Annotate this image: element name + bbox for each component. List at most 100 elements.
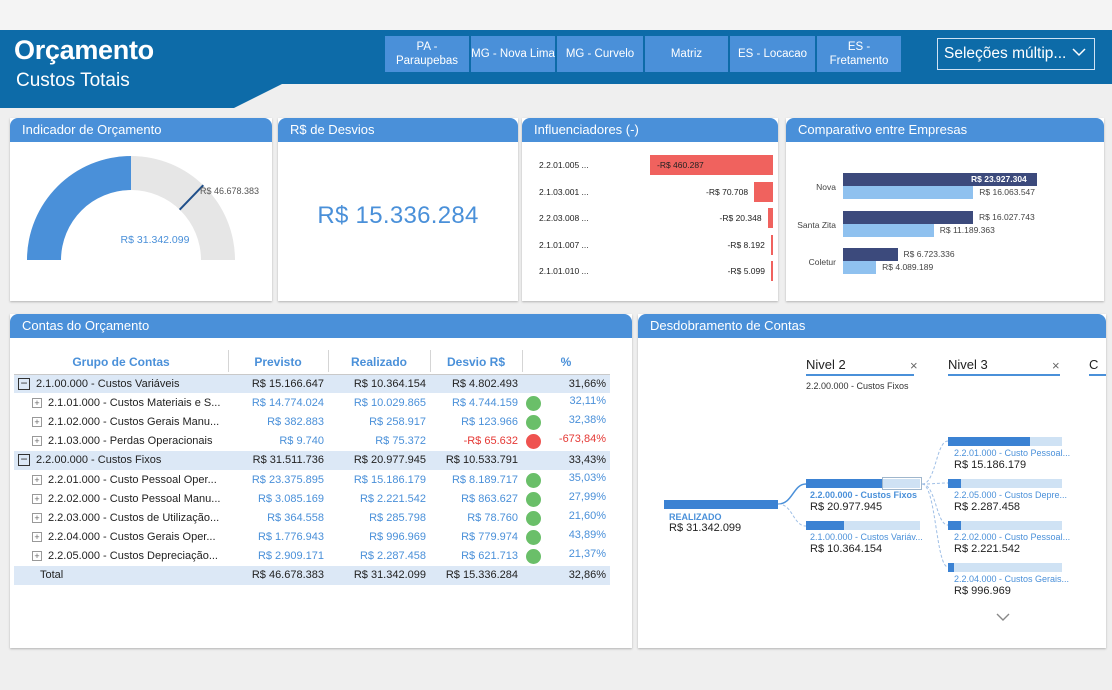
table-row[interactable]: +2.1.01.000 - Custos Materiais e S... R$ … — [14, 393, 610, 412]
desvios-card-title: R$ de Desvios — [278, 118, 518, 142]
label-realizado: R$ 11.189.363 — [939, 224, 995, 235]
table-row[interactable]: +2.2.02.000 - Custo Pessoal Manu... R$ 3.… — [14, 489, 610, 508]
expand-icon[interactable]: + — [32, 493, 42, 504]
level3-remove-icon[interactable]: × — [1052, 358, 1060, 373]
l3-node-value: R$ 15.186.179 — [954, 459, 1027, 471]
column-header-pct[interactable]: % — [522, 350, 610, 375]
cell-grupo: −2.2.00.000 - Custos Fixos — [14, 450, 228, 470]
l3-node-bar[interactable] — [948, 521, 961, 530]
l3-node-label: 2.2.05.000 - Custos Depre... — [954, 490, 1068, 500]
cell-previsto: R$ 382.883 — [267, 415, 324, 428]
cell-desvio: R$ 123.966 — [461, 415, 518, 428]
bar-previsto[interactable] — [843, 248, 898, 261]
level4-header-partial[interactable]: C — [1089, 357, 1099, 372]
filter-button-mg-curvelo[interactable]: MG - Curvelo — [557, 36, 643, 72]
l2-node-bar[interactable] — [806, 521, 844, 530]
expand-icon[interactable]: + — [32, 397, 42, 408]
column-header-previsto[interactable]: Previsto — [228, 350, 328, 375]
table-row[interactable]: +2.2.03.000 - Custos de Utilização... R$ … — [14, 508, 610, 527]
column-header-realizado[interactable]: Realizado — [328, 350, 430, 375]
bar-previsto[interactable] — [843, 210, 973, 224]
cell-grupo-text: 2.2.02.000 - Custo Pessoal Manu... — [48, 492, 221, 505]
cell-grupo: +2.2.04.000 - Custos Gerais Oper... — [14, 528, 228, 547]
filter-button-es-locacao[interactable]: ES - Locacao — [730, 36, 815, 72]
table-row[interactable]: Total R$ 46.678.383 R$ 31.342.099 R$ 15.336… — [14, 565, 610, 586]
cell-pct: 21,37% — [522, 547, 610, 566]
influencer-row[interactable]: 2.2.03.008 ... -R$ 20.348 — [522, 208, 778, 228]
collapse-icon[interactable]: − — [18, 377, 30, 390]
l3-node-value: R$ 996.969 — [954, 585, 1011, 597]
cell-grupo-text: 2.2.00.000 - Custos Fixos — [36, 454, 162, 467]
expand-icon[interactable]: + — [32, 474, 42, 485]
cell-grupo: +2.2.05.000 - Custos Depreciação... — [14, 547, 228, 566]
l2-node-value: R$ 10.364.154 — [810, 543, 883, 555]
cell-desvio: -R$ 65.632 — [463, 435, 518, 448]
expand-icon[interactable]: + — [32, 513, 42, 523]
cell-realizado: R$ 996.969 — [369, 531, 426, 544]
l3-node-bar[interactable] — [948, 437, 1031, 446]
cell-grupo-text: 2.1.01.000 - Custos Materiais e S... — [48, 396, 221, 409]
l3-node-bar[interactable] — [948, 563, 954, 572]
filter-button-es-fretamento[interactable]: ES - Fretamento — [817, 36, 901, 72]
cell-grupo: +2.2.02.000 - Custo Pessoal Manu... — [14, 489, 228, 508]
bar-realizado[interactable] — [843, 186, 974, 199]
cell-pct: 35,03% — [522, 470, 610, 489]
influencer-value: -R$ 5.099 — [727, 266, 765, 276]
filter-button-matriz[interactable]: Matriz — [645, 36, 728, 72]
l3-node-label: 2.2.04.000 - Custos Gerais... — [954, 574, 1070, 584]
l2-node-label: 2.1.00.000 - Custos Variáv... — [810, 532, 923, 542]
table-row[interactable]: +2.2.01.000 - Custo Pessoal Oper... R$ 23… — [14, 470, 610, 489]
column-header-grupo[interactable]: Grupo de Contas — [14, 350, 228, 375]
influencer-row[interactable]: 2.1.01.010 ... -R$ 5.099 — [522, 261, 778, 281]
l2-node-label: 2.2.00.000 - Custos Fixos — [810, 490, 918, 500]
influencer-row[interactable]: 2.1.01.007 ... -R$ 8.192 — [522, 234, 778, 255]
status-dot-green — [526, 510, 541, 526]
root-label: REALIZADO — [669, 512, 722, 522]
l2-node-value: R$ 20.977.945 — [810, 501, 883, 513]
bar-realizado[interactable] — [843, 261, 877, 274]
cell-pct: 31,66% — [522, 374, 610, 394]
multi-select-dropdown[interactable]: Seleções múltip... — [937, 38, 1095, 70]
decomposition-connectors — [777, 440, 949, 568]
collapse-icon[interactable]: − — [18, 453, 30, 467]
status-dot-green — [526, 530, 541, 546]
cell-pct: -673,84% — [522, 432, 610, 451]
table-row[interactable]: +2.2.05.000 - Custos Depreciação... R$ 2.… — [14, 547, 610, 566]
table-row[interactable]: +2.2.04.000 - Custos Gerais Oper... R$ 1.… — [14, 528, 610, 547]
influencer-bar — [754, 181, 773, 202]
influencer-value: -R$ 8.192 — [727, 239, 765, 250]
cell-pct-text: 32,11% — [569, 394, 607, 407]
column-header-desvio[interactable]: Desvio R$ — [430, 350, 522, 375]
filter-button-mg-nova-lima[interactable]: MG - Nova Lima — [471, 36, 555, 72]
influencer-row[interactable]: 2.1.03.001 ... -R$ 70.708 — [522, 181, 778, 202]
influencer-bar — [650, 155, 773, 175]
bar-realizado[interactable] — [843, 223, 934, 237]
table-row[interactable]: +2.1.03.000 - Perdas Operacionais R$ 9.74… — [14, 432, 610, 451]
expand-icon[interactable]: + — [32, 436, 42, 447]
level2-remove-icon[interactable]: × — [910, 358, 918, 373]
root-bar[interactable] — [664, 500, 778, 509]
cell-realizado: R$ 10.364.154 — [328, 374, 430, 394]
l2-node-bar[interactable] — [806, 479, 883, 488]
table-row[interactable]: +2.1.02.000 - Custos Gerais Manu... R$ 38… — [14, 412, 610, 431]
influencer-row[interactable]: 2.2.01.005 ... -R$ 460.287 — [522, 155, 778, 175]
cell-pct: 32,11% — [522, 393, 610, 412]
l3-node-bar[interactable] — [948, 479, 961, 488]
cell-realizado: R$ 75.372 — [375, 435, 426, 448]
gauge-target-label: R$ 46.678.383 — [200, 186, 259, 196]
cell-realizado: R$ 258.917 — [369, 415, 426, 428]
cell-grupo-text: 2.1.02.000 - Custos Gerais Manu... — [48, 415, 220, 428]
bar-previsto[interactable] — [843, 173, 1037, 186]
filter-button-pa-paraupebas[interactable]: PA - Paraupebas — [385, 36, 469, 72]
decomposition-tree-card: Desdobramento de Contas Nivel 2 × 2.2.00… — [638, 314, 1106, 648]
chevron-down-icon[interactable] — [996, 612, 1010, 622]
cell-pct: 27,99% — [522, 489, 610, 508]
expand-icon[interactable]: + — [32, 532, 42, 543]
expand-icon[interactable]: + — [32, 551, 42, 562]
expand-icon[interactable]: + — [32, 417, 42, 428]
table-header-row: Grupo de Contas Previsto Realizado Desvi… — [14, 350, 610, 375]
table-row[interactable]: −2.1.00.000 - Custos Variáveis R$ 15.166.… — [14, 374, 610, 394]
cell-grupo: +2.2.03.000 - Custos de Utilização... — [14, 508, 228, 527]
table-row[interactable]: −2.2.00.000 - Custos Fixos R$ 31.511.736 R… — [14, 450, 610, 470]
cell-grupo-text: 2.2.05.000 - Custos Depreciação... — [48, 550, 218, 563]
